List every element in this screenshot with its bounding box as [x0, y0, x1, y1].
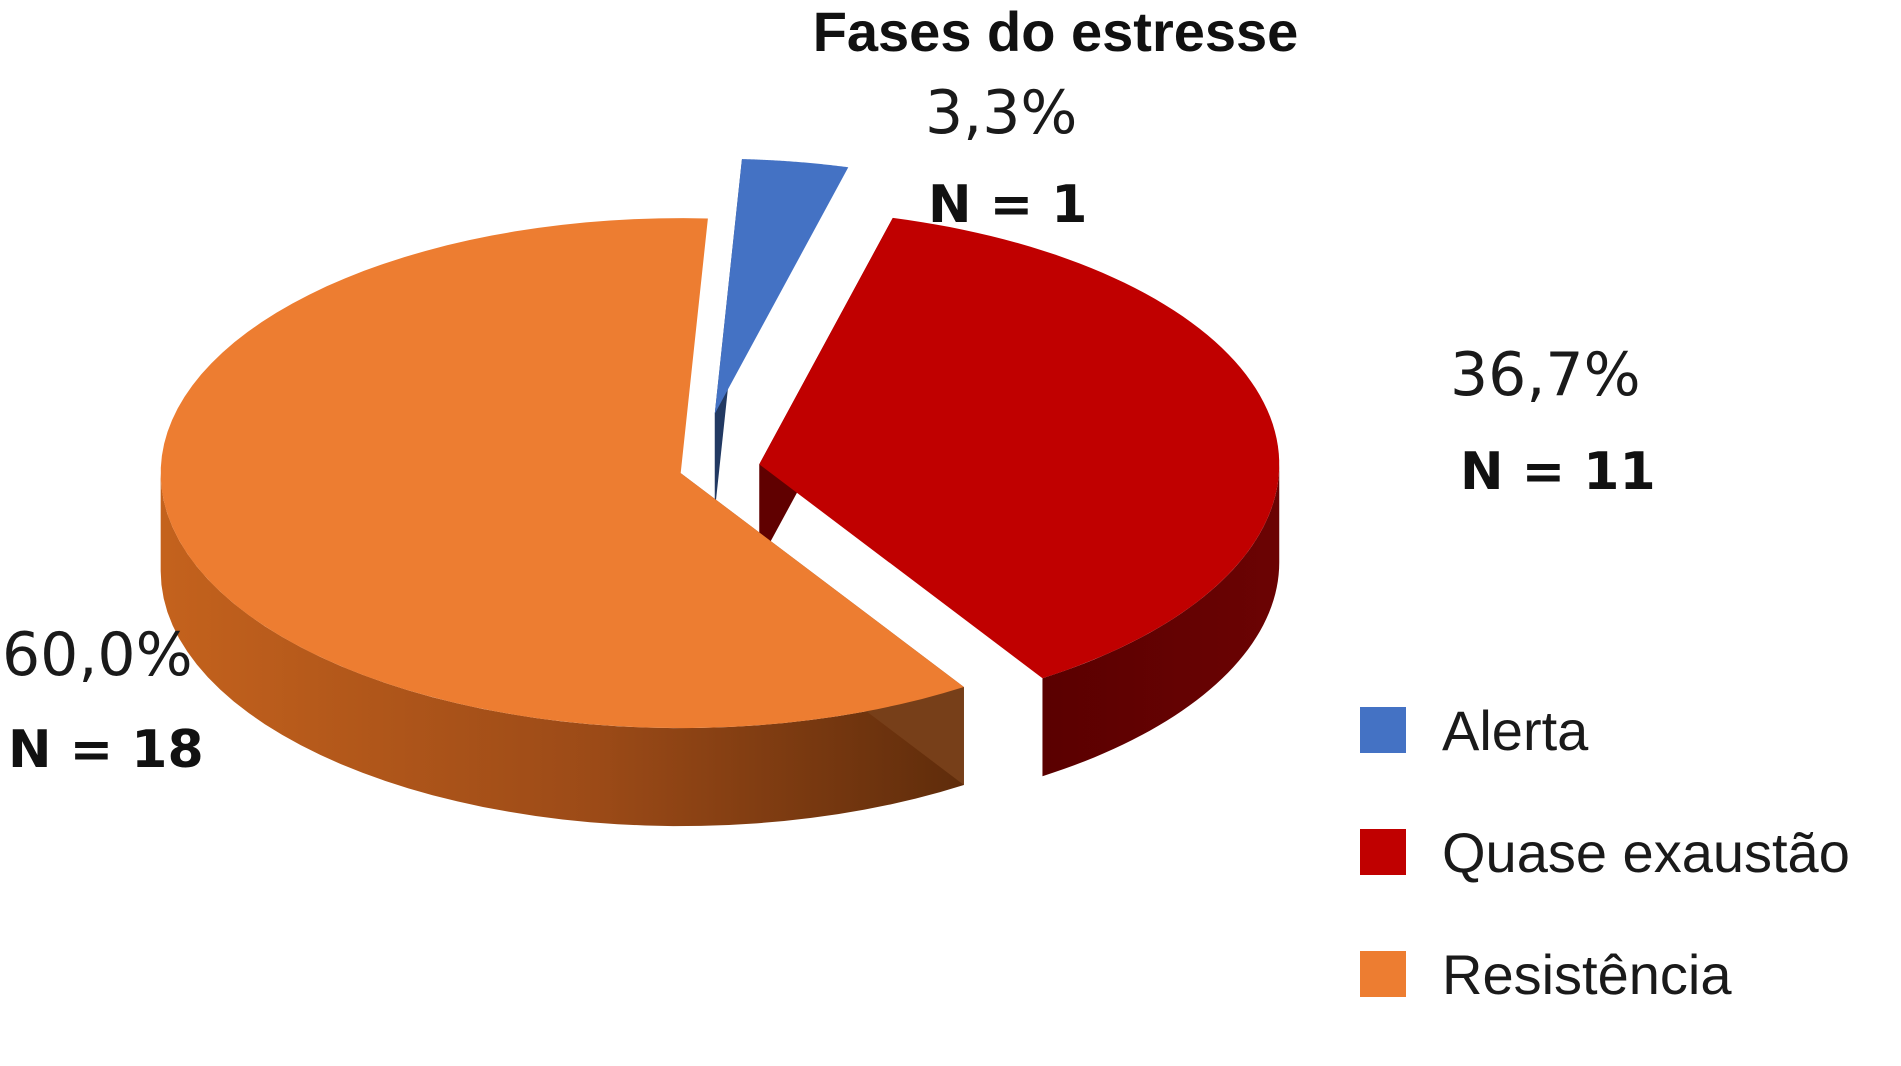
legend-label-resistencia: Resistência	[1442, 942, 1732, 1006]
slice-resistência	[160, 218, 964, 729]
legend-swatch-quase-exaustao	[1360, 829, 1406, 875]
legend-label-alerta: Alerta	[1442, 698, 1589, 762]
slice-quase-exaustão	[759, 217, 1280, 679]
legend-item-alerta: Alerta	[1360, 698, 1850, 762]
chart-title: Fases do estresse	[812, 0, 1299, 63]
pie-chart	[160, 159, 1280, 827]
data-label-n-quase-exaustao: N = 11	[1460, 442, 1656, 502]
slice-side-resistência	[160, 473, 964, 827]
data-label-percent-resistencia: 60,0%	[2, 620, 193, 690]
slice-alerta	[714, 159, 849, 414]
data-label-percent-quase-exaustao: 36,7%	[1450, 340, 1641, 410]
legend-item-quase-exaustao: Quase exaustão	[1360, 820, 1850, 884]
data-label-n-alerta: N = 1	[928, 175, 1088, 235]
legend-item-resistencia: Resistência	[1360, 942, 1850, 1006]
chart-legend: Alerta Quase exaustão Resistência	[1360, 698, 1850, 1066]
slice-side-quase-exaustão	[1042, 464, 1280, 777]
data-label-n-resistencia: N = 18	[8, 720, 204, 780]
legend-label-quase-exaustao: Quase exaustão	[1442, 820, 1850, 884]
legend-swatch-resistencia	[1360, 951, 1406, 997]
legend-swatch-alerta	[1360, 707, 1406, 753]
data-label-percent-alerta: 3,3%	[925, 78, 1078, 148]
